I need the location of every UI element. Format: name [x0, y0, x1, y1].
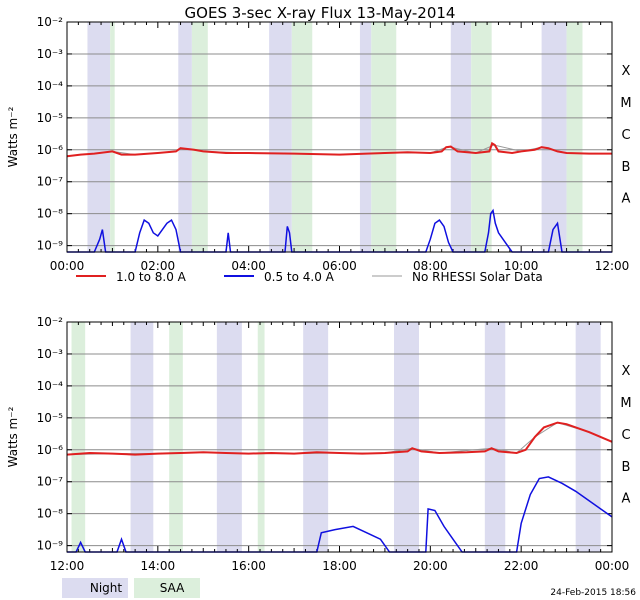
- saa-band: [371, 22, 397, 252]
- flare-class-label: X: [622, 364, 631, 379]
- plot-frame: [66, 21, 613, 253]
- saa-legend-label: SAA: [160, 581, 185, 595]
- x-tick-label: 00:00: [595, 559, 630, 573]
- y-tick-label: 10⁻⁷: [37, 175, 64, 189]
- x-tick-label: 22:00: [504, 559, 539, 573]
- y-tick-label: 10⁻²: [37, 15, 64, 29]
- night-band: [575, 322, 601, 552]
- flare-class-label: B: [622, 160, 631, 175]
- saa-band: [71, 322, 86, 552]
- flare-class-label: B: [622, 460, 631, 475]
- y-tick-label: 10⁻⁹: [37, 539, 64, 553]
- saa-band: [566, 22, 583, 252]
- flare-class-label: C: [621, 428, 630, 443]
- y-tick-label: 10⁻⁶: [37, 143, 64, 157]
- y-tick-label: 10⁻³: [37, 47, 64, 61]
- y-tick-label: 10⁻⁵: [37, 111, 64, 125]
- night-legend-label: Night: [90, 581, 123, 595]
- y-tick-label: 10⁻⁷: [37, 475, 64, 489]
- y-axis-label: Watts m⁻²: [6, 406, 20, 467]
- y-axis-label: Watts m⁻²: [6, 106, 20, 167]
- x-tick-label: 18:00: [322, 559, 357, 573]
- saa-band: [191, 22, 208, 252]
- x-tick-label: 20:00: [413, 559, 448, 573]
- saa-band: [257, 322, 265, 552]
- x-tick-label: 06:00: [322, 259, 357, 273]
- x-tick-label: 00:00: [50, 259, 85, 273]
- x-tick-label: 10:00: [504, 259, 539, 273]
- night-band: [541, 22, 567, 252]
- y-tick-label: 10⁻³: [37, 347, 64, 361]
- saa-band: [110, 22, 115, 252]
- saa-band: [471, 22, 492, 252]
- series-legend: 1.0 to 8.0 A 0.5 to 4.0 A No RHESSI Sola…: [76, 270, 543, 284]
- x-tick-label: 12:00: [595, 259, 630, 273]
- y-tick-label: 10⁻⁹: [37, 239, 64, 253]
- y-tick-label: 10⁻⁴: [37, 79, 64, 93]
- night-band: [269, 22, 292, 252]
- flare-class-label: C: [621, 128, 630, 143]
- night-band: [450, 22, 472, 252]
- y-tick-label: 10⁻⁶: [37, 443, 64, 457]
- x-tick-label: 04:00: [231, 259, 266, 273]
- y-tick-label: 10⁻⁴: [37, 379, 64, 393]
- shading-legend: Night SAA: [62, 578, 200, 598]
- flare-class-label: A: [622, 492, 631, 507]
- saa-band: [291, 22, 313, 252]
- night-band: [130, 322, 154, 552]
- night-band: [178, 22, 192, 252]
- x-tick-label: 12:00: [50, 559, 85, 573]
- night-band: [303, 322, 329, 552]
- plot-frame: [66, 321, 613, 553]
- flare-class-label: X: [622, 64, 631, 79]
- short-wavelength-series-line: [67, 476, 613, 553]
- night-band: [394, 322, 419, 552]
- flare-class-label: A: [622, 192, 631, 207]
- legend-label-unavailable: No RHESSI Solar Data: [412, 270, 543, 284]
- night-legend-swatch: [62, 578, 128, 598]
- legend-label-long: 1.0 to 8.0 A: [116, 270, 187, 284]
- legend-label-short: 0.5 to 4.0 A: [264, 270, 335, 284]
- flare-class-label: M: [620, 96, 631, 111]
- x-tick-label: 02:00: [141, 259, 176, 273]
- saa-legend-swatch: [134, 578, 200, 598]
- night-band: [359, 22, 372, 252]
- night-band: [484, 322, 506, 552]
- chart-title: GOES 3-sec X-ray Flux 13-May-2014: [185, 4, 456, 22]
- bottom-flux-panel: 10⁻² 10⁻³ 10⁻⁴ 10⁻⁵ 10⁻⁶ 10⁻⁷ 10⁻⁸ 10⁻⁹ 12:00 14:…: [6, 315, 632, 573]
- night-band: [216, 322, 242, 552]
- generated-timestamp: 24-Feb-2015 18:56: [550, 588, 636, 598]
- y-tick-label: 10⁻⁸: [37, 507, 64, 521]
- night-band: [87, 22, 111, 252]
- saa-band: [169, 322, 183, 552]
- long-wavelength-series-line: [66, 421, 613, 456]
- long-wavelength-series-line: [66, 141, 612, 158]
- y-tick-label: 10⁻⁸: [37, 207, 64, 221]
- y-tick-label: 10⁻⁵: [37, 411, 64, 425]
- top-flux-panel: 10⁻² 10⁻³ 10⁻⁴ 10⁻⁵ 10⁻⁶ 10⁻⁷ 10⁻⁸ 10⁻⁹ 00:00 02:…: [6, 15, 632, 273]
- x-tick-label: 14:00: [141, 559, 176, 573]
- y-tick-label: 10⁻²: [37, 315, 64, 329]
- short-wavelength-series-line: [67, 208, 612, 253]
- x-tick-label: 16:00: [231, 559, 266, 573]
- flare-class-label: M: [620, 396, 631, 411]
- x-tick-label: 08:00: [413, 259, 448, 273]
